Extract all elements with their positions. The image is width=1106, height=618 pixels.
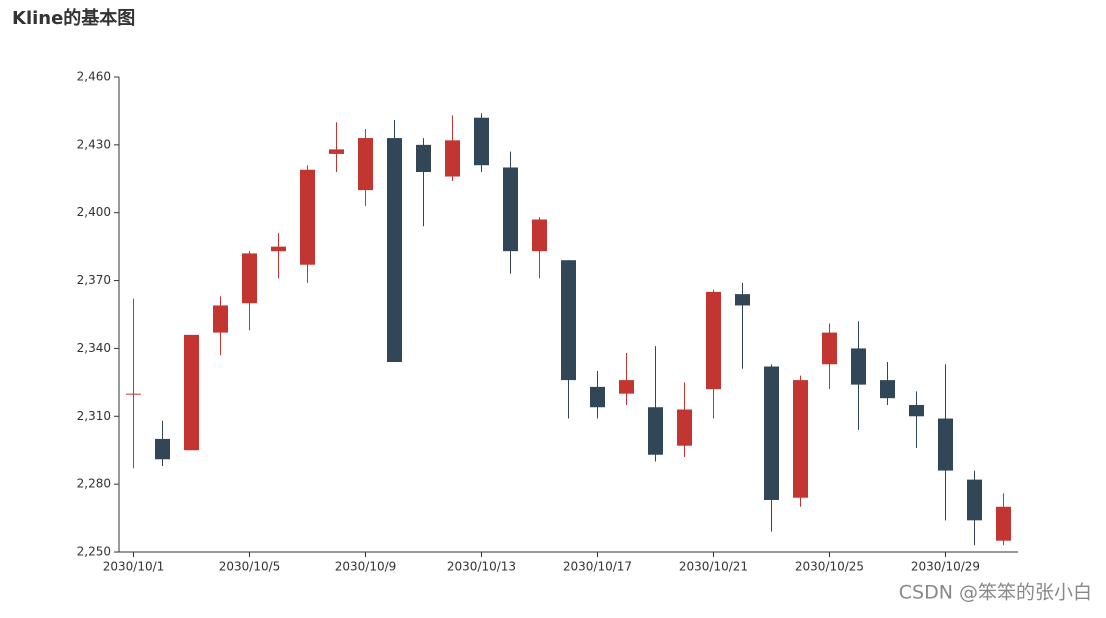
y-tick-label: 2,400 (77, 205, 111, 219)
candle-body (619, 380, 634, 394)
candle-body (126, 393, 141, 395)
y-tick-label: 2,250 (77, 545, 111, 559)
candle-body (532, 219, 547, 252)
candle-body (764, 366, 779, 500)
candle-body (851, 348, 866, 385)
watermark: CSDN @笨笨的张小白 (899, 582, 1092, 604)
candle-body (561, 260, 576, 381)
candle-body (735, 294, 750, 306)
candle-body (706, 291, 721, 390)
y-tick-label: 2,310 (77, 409, 111, 423)
candle-body (155, 438, 170, 460)
candle-body (880, 380, 895, 399)
candle-body (445, 140, 460, 177)
y-tick-label: 2,370 (77, 273, 111, 287)
candle-body (938, 418, 953, 471)
candle-body (184, 334, 199, 451)
candle-body (213, 305, 228, 333)
candle-body (329, 149, 344, 154)
y-tick-label: 2,280 (77, 477, 111, 491)
y-tick-label: 2,340 (77, 341, 111, 355)
x-tick-label: 2030/10/25 (795, 560, 864, 574)
candle-body (242, 253, 257, 304)
candle-body (793, 380, 808, 498)
candle-body (967, 479, 982, 521)
x-tick-label: 2030/10/21 (679, 560, 748, 574)
y-tick-label: 2,460 (77, 70, 111, 84)
chart-title: Kline的基本图 (12, 7, 135, 29)
candle-body (909, 404, 924, 417)
candle-body (677, 409, 692, 446)
x-tick-label: 2030/10/9 (335, 560, 397, 574)
candle-body (996, 506, 1011, 541)
candle-body (358, 138, 373, 191)
candle-body (271, 246, 286, 252)
candle-body (387, 138, 402, 362)
candle-body (590, 386, 605, 408)
candle-body (300, 169, 315, 265)
x-tick-label: 2030/10/1 (103, 560, 165, 574)
candle-body (503, 167, 518, 252)
candle-body (822, 332, 837, 365)
x-tick-label: 2030/10/17 (563, 560, 632, 574)
x-tick-label: 2030/10/29 (911, 560, 980, 574)
y-tick-label: 2,430 (77, 137, 111, 151)
candle-body (416, 144, 431, 172)
x-tick-label: 2030/10/5 (219, 560, 281, 574)
candle-body (474, 117, 489, 166)
candle-body (648, 407, 663, 455)
x-tick-label: 2030/10/13 (447, 560, 516, 574)
